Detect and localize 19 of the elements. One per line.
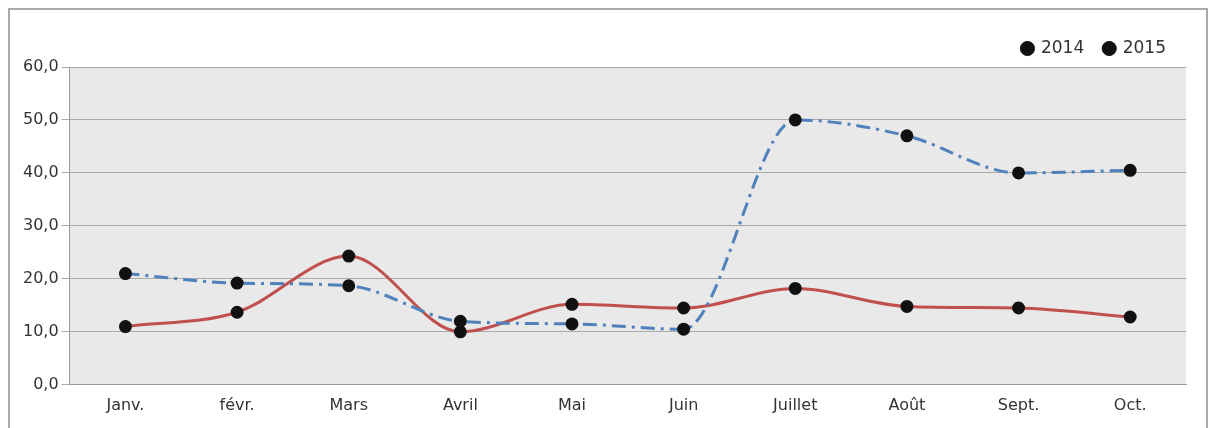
- x-tick-label: Juin: [667, 394, 699, 414]
- y-tick-label: 0,0: [33, 373, 59, 393]
- x-tick-label: Août: [888, 394, 926, 414]
- x-tick-label: Avril: [442, 394, 478, 414]
- x-tick-label: Sept.: [997, 394, 1040, 414]
- y-tick-label: 30,0: [23, 215, 59, 235]
- y-tick-label: 50,0: [23, 109, 59, 129]
- x-tick-label: Janv.: [105, 394, 145, 414]
- legend-label: 2015: [1122, 36, 1166, 57]
- y-tick-label: 40,0: [23, 162, 59, 182]
- legend-label: 2014: [1040, 36, 1085, 57]
- x-tick-label: Juillet: [772, 394, 818, 414]
- y-tick-label: 20,0: [23, 268, 59, 288]
- y-tick-label: 10,0: [23, 320, 59, 340]
- x-tick-label: Oct.: [1113, 394, 1147, 414]
- x-tick-label: Mars: [329, 394, 368, 414]
- x-tick-label: févr.: [219, 394, 255, 414]
- x-tick-label: Mai: [557, 394, 587, 414]
- y-tick-label: 60,0: [23, 56, 59, 76]
